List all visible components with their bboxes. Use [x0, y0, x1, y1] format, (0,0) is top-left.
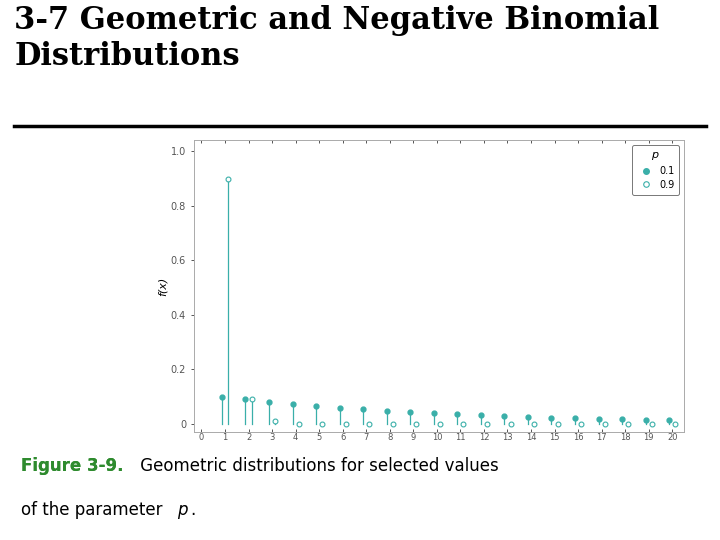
- Text: Figure 3-9. Geometric distributions for selected values
of the parameter p.: Figure 3-9. Geometric distributions for …: [0, 539, 1, 540]
- Legend: 0.1, 0.9: 0.1, 0.9: [632, 145, 679, 195]
- Text: Geometric distributions for selected values: Geometric distributions for selected val…: [135, 457, 499, 475]
- Text: Figure 3-9.: Figure 3-9.: [22, 457, 124, 475]
- Text: Figure 3-9.: Figure 3-9.: [22, 457, 124, 475]
- Y-axis label: f(x): f(x): [158, 276, 168, 296]
- Text: of the parameter: of the parameter: [22, 501, 168, 519]
- Text: .: .: [191, 501, 196, 519]
- Text: 3-7 Geometric and Negative Binomial
Distributions: 3-7 Geometric and Negative Binomial Dist…: [14, 5, 660, 72]
- Text: p: p: [177, 501, 187, 519]
